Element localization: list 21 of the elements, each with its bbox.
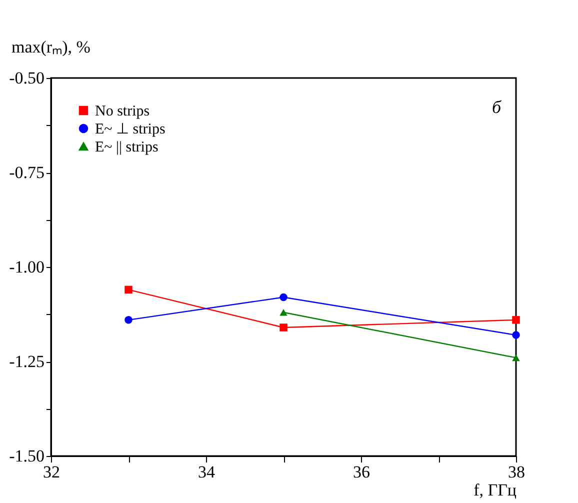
y-axis-title: max(rₘ), % — [12, 38, 90, 56]
y-tick-label: -0.50 — [9, 68, 44, 88]
x-tick-label: 32 — [43, 462, 60, 482]
point — [124, 286, 132, 294]
legend-label: E~ || strips — [95, 140, 158, 156]
y-tick-label: -0.75 — [9, 163, 44, 182]
point — [280, 324, 288, 332]
y-tick-label: -1.00 — [9, 258, 44, 276]
legend-label: No strips — [95, 104, 150, 120]
point — [512, 316, 520, 324]
x-tick-label: 38 — [508, 462, 525, 482]
point — [124, 316, 132, 324]
point — [280, 293, 288, 302]
x-tick-label: 36 — [353, 462, 370, 482]
point — [512, 331, 520, 339]
annotation: б — [492, 97, 502, 117]
y-tick-label: -1.25 — [9, 352, 44, 371]
x-tick-label: 34 — [198, 462, 216, 482]
x-axis-title: f, ГГц — [474, 480, 516, 500]
y-tick-label: -1.50 — [9, 446, 44, 466]
legend-label: E~ ⊥ strips — [95, 122, 166, 138]
